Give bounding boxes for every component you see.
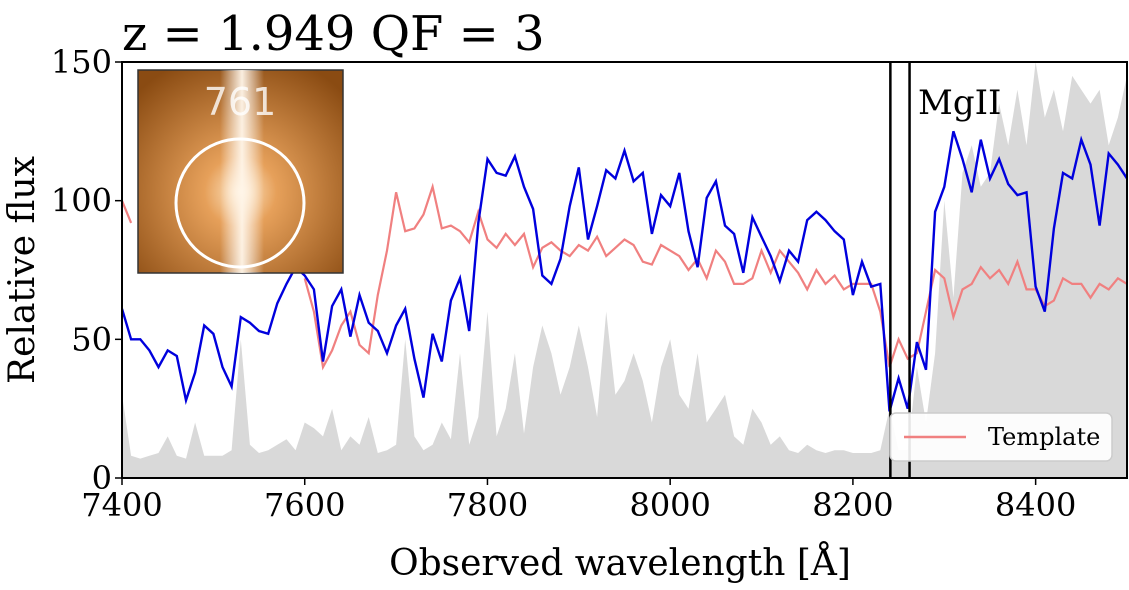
inset-label: 761 — [204, 80, 277, 124]
y-tick-label-150: 150 — [51, 43, 112, 81]
template-line — [122, 182, 1127, 371]
x-tick-label-8200: 8200 — [812, 486, 893, 524]
x-tick-label-7400: 7400 — [81, 486, 162, 524]
x-tick-label-8400: 8400 — [995, 486, 1076, 524]
x-axis-label: Observed wavelength [Å] — [389, 542, 851, 584]
x-tick-label-8000: 8000 — [629, 486, 710, 524]
x-tick-label-7600: 7600 — [264, 486, 345, 524]
y-axis: 0 50 100 150 — [51, 43, 122, 497]
y-tick-label-100: 100 — [51, 182, 112, 220]
x-axis: 7400 7600 7800 8000 8200 8400 — [81, 478, 1076, 524]
legend: Template — [889, 412, 1113, 462]
x-tick-label-7800: 7800 — [447, 486, 528, 524]
spectrum-line — [122, 130, 1127, 412]
y-tick-label-50: 50 — [71, 320, 112, 358]
plot-frame — [121, 61, 1128, 479]
inset-aperture-circle — [174, 137, 306, 269]
mgii-label: MgII — [918, 83, 1001, 123]
y-axis-label: Relative flux — [2, 156, 43, 384]
y-tick-label-0: 0 — [92, 459, 112, 497]
chart-title: z = 1.949 QF = 3 — [122, 6, 545, 62]
mgii-lines — [889, 62, 911, 478]
inset-image: 761 — [137, 69, 344, 274]
legend-template-label: Template — [988, 423, 1100, 451]
